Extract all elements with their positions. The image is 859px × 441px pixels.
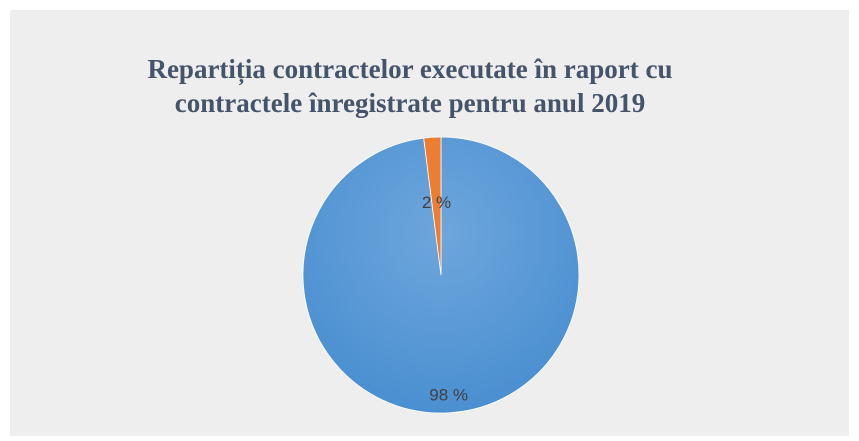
chart-title-line-1: Repartiția contractelor executate în rap… [147,54,673,84]
chart-title: Repartiția contractelor executate în rap… [30,52,790,120]
pie-data-labels: 98 % 2 % [422,193,468,405]
data-label-1: 98 % [429,386,468,405]
pie-slices [302,136,580,414]
data-label-2: 2 % [422,193,451,212]
chart-title-line-2: contractele înregistrate pentru anul 201… [174,88,646,118]
pie-slice-2 [423,136,442,276]
